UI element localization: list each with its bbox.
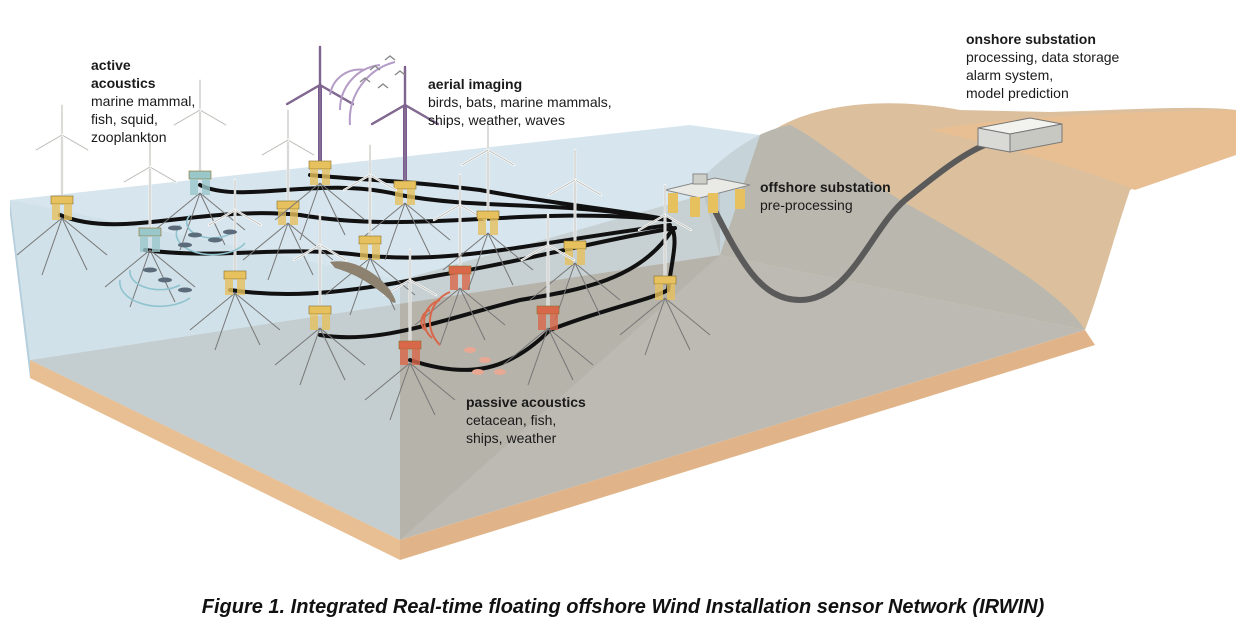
aerial-imaging-line-1: birds, bats, marine mammals, xyxy=(428,94,612,110)
onshore-substation-line-3: model prediction xyxy=(966,85,1069,101)
passive-acoustic-waves xyxy=(420,291,451,346)
label-active-acoustics: active acoustics marine mammal, fish, sq… xyxy=(91,56,195,146)
export-cable xyxy=(709,142,988,304)
shore-slope xyxy=(700,125,1085,330)
sand-front-right xyxy=(400,330,1095,560)
passive-acoustics-line-1: cetacean, fish, xyxy=(466,412,557,428)
offshore-substation-platform xyxy=(664,173,751,217)
wind-turbine xyxy=(502,213,594,386)
wind-turbine xyxy=(274,45,366,241)
aerial-imaging-title: aerial imaging xyxy=(428,76,523,92)
active-acoustics-line-1: marine mammal, xyxy=(91,93,196,109)
wind-turbine xyxy=(274,213,366,386)
sea-front-face xyxy=(10,200,30,378)
wind-turbine xyxy=(619,183,711,356)
aerial-imaging-line-2: ships, weather, waves xyxy=(428,112,565,128)
wind-turbine xyxy=(154,78,246,251)
passive-acoustics-title: passive acoustics xyxy=(466,394,586,410)
fish-school-icon xyxy=(143,225,237,293)
active-acoustics-title-1: active xyxy=(91,57,131,73)
wind-turbine xyxy=(242,108,334,281)
wind-turbine xyxy=(364,248,456,421)
onshore-substation-line-1: processing, data storage xyxy=(966,49,1120,65)
label-passive-acoustics: passive acoustics cetacean, fish, ships,… xyxy=(466,393,586,447)
turbine-array xyxy=(16,45,711,421)
offshore-substation-line-1: pre-processing xyxy=(760,197,853,213)
onshore-substation-building xyxy=(977,117,1063,153)
wind-turbine xyxy=(414,173,506,346)
offshore-substation-title: offshore substation xyxy=(760,179,891,195)
birds-icon xyxy=(359,55,406,89)
aerial-waves xyxy=(329,61,396,126)
wind-turbine xyxy=(359,65,451,261)
figure-caption: Figure 1. Integrated Real-time floating … xyxy=(201,596,1045,618)
label-offshore-substation: offshore substation pre-processing xyxy=(760,178,891,214)
water-column-right xyxy=(400,190,720,540)
passive-acoustics-line-2: ships, weather xyxy=(466,430,557,446)
wind-turbine xyxy=(104,135,196,308)
onshore-substation-line-2: alarm system, xyxy=(966,67,1054,83)
wind-turbine xyxy=(324,143,416,316)
wind-turbine xyxy=(189,178,281,351)
wind-turbine xyxy=(16,103,108,276)
active-acoustics-title-2: acoustics xyxy=(91,75,156,91)
wind-turbine xyxy=(442,118,534,291)
active-acoustics-line-3: zooplankton xyxy=(91,129,167,145)
sand-front-left xyxy=(30,360,400,560)
active-acoustics-line-2: fish, squid, xyxy=(91,111,158,127)
zooplankton-icon xyxy=(464,347,506,375)
label-onshore-substation: onshore substation processing, data stor… xyxy=(966,30,1119,102)
label-aerial-imaging: aerial imaging birds, bats, marine mamma… xyxy=(428,75,612,129)
dolphin-icon xyxy=(330,261,396,303)
onshore-substation-title: onshore substation xyxy=(966,31,1096,47)
